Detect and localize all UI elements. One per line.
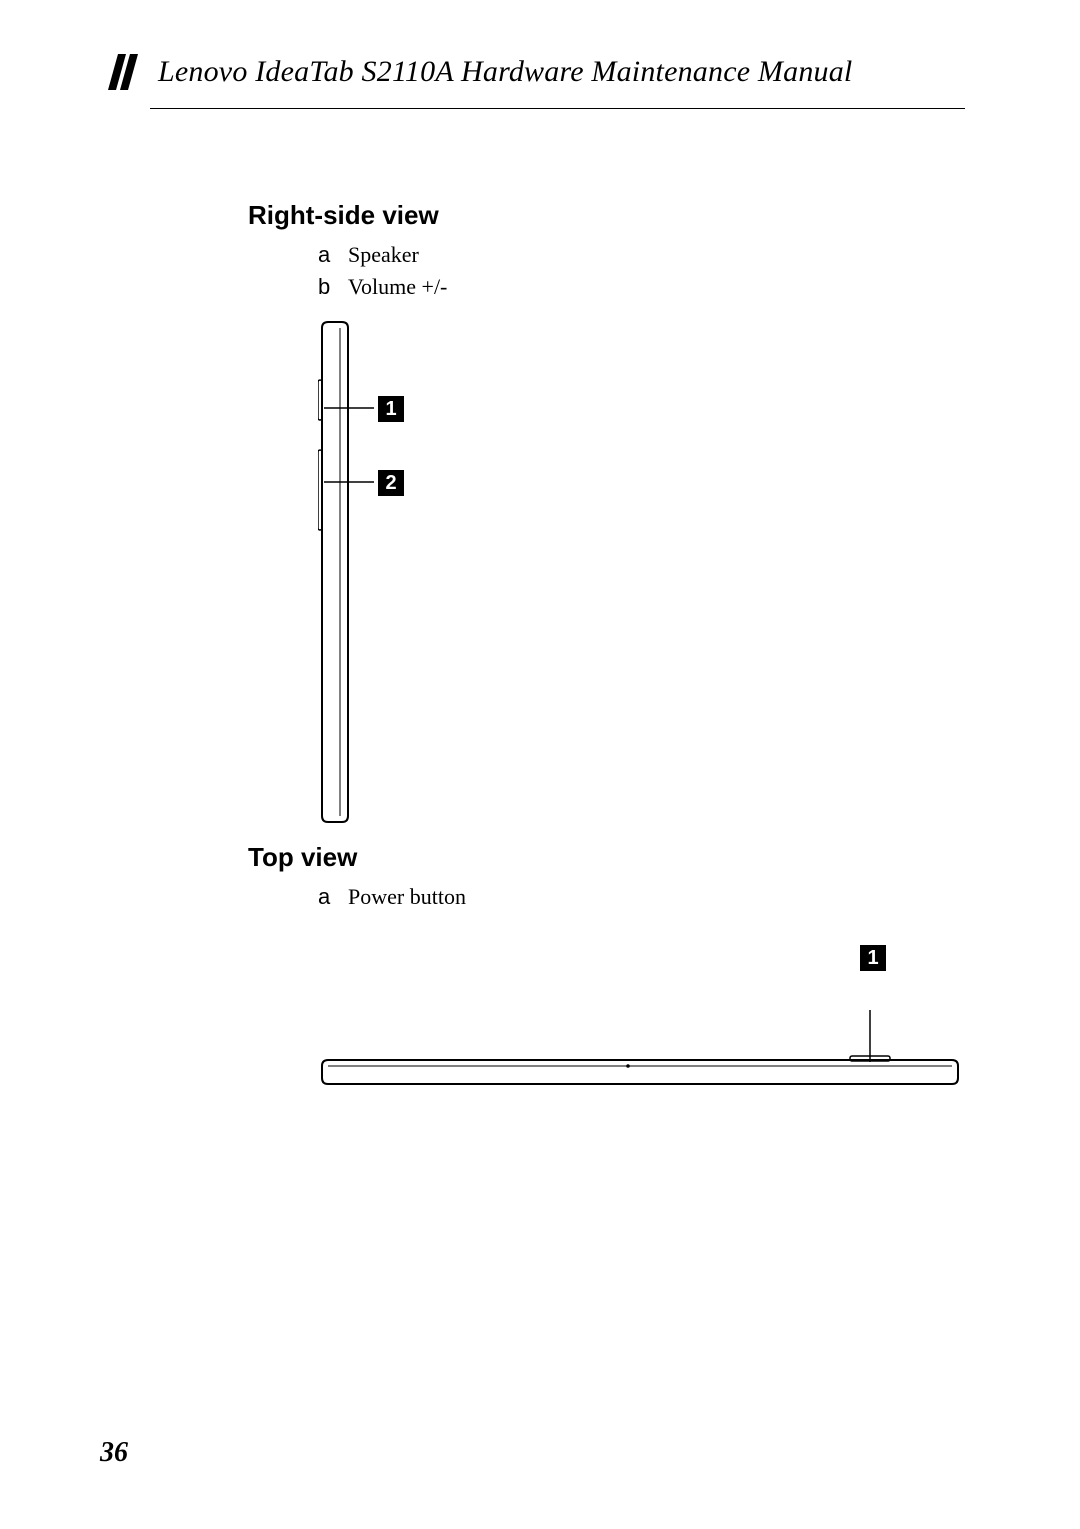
top-view-diagram: [320, 1010, 970, 1090]
legend-key: a: [318, 884, 348, 910]
legend-label: Speaker: [348, 242, 419, 268]
document-title: Lenovo IdeaTab S2110A Hardware Maintenan…: [158, 55, 852, 89]
header-rule: [150, 108, 965, 109]
legend-item: b Volume +/-: [318, 274, 447, 300]
legend-key: b: [318, 274, 348, 300]
section-heading-right-side: Right-side view: [248, 200, 439, 231]
legend-right-side: a Speaker b Volume +/-: [318, 242, 447, 306]
section-heading-top-view: Top view: [248, 842, 357, 873]
legend-top-view: a Power button: [318, 884, 466, 916]
legend-label: Power button: [348, 884, 466, 910]
callout-box: 1: [860, 945, 886, 971]
legend-key: a: [318, 242, 348, 268]
legend-label: Volume +/-: [348, 274, 447, 300]
legend-item: a Power button: [318, 884, 466, 910]
callout-box: 2: [378, 470, 404, 496]
page-header: Lenovo IdeaTab S2110A Hardware Maintenan…: [100, 52, 980, 92]
legend-item: a Speaker: [318, 242, 447, 268]
logo-slash-icon: [100, 52, 140, 92]
callout-box: 1: [378, 396, 404, 422]
page-number: 36: [100, 1437, 128, 1469]
page: Lenovo IdeaTab S2110A Hardware Maintenan…: [0, 0, 1080, 1529]
